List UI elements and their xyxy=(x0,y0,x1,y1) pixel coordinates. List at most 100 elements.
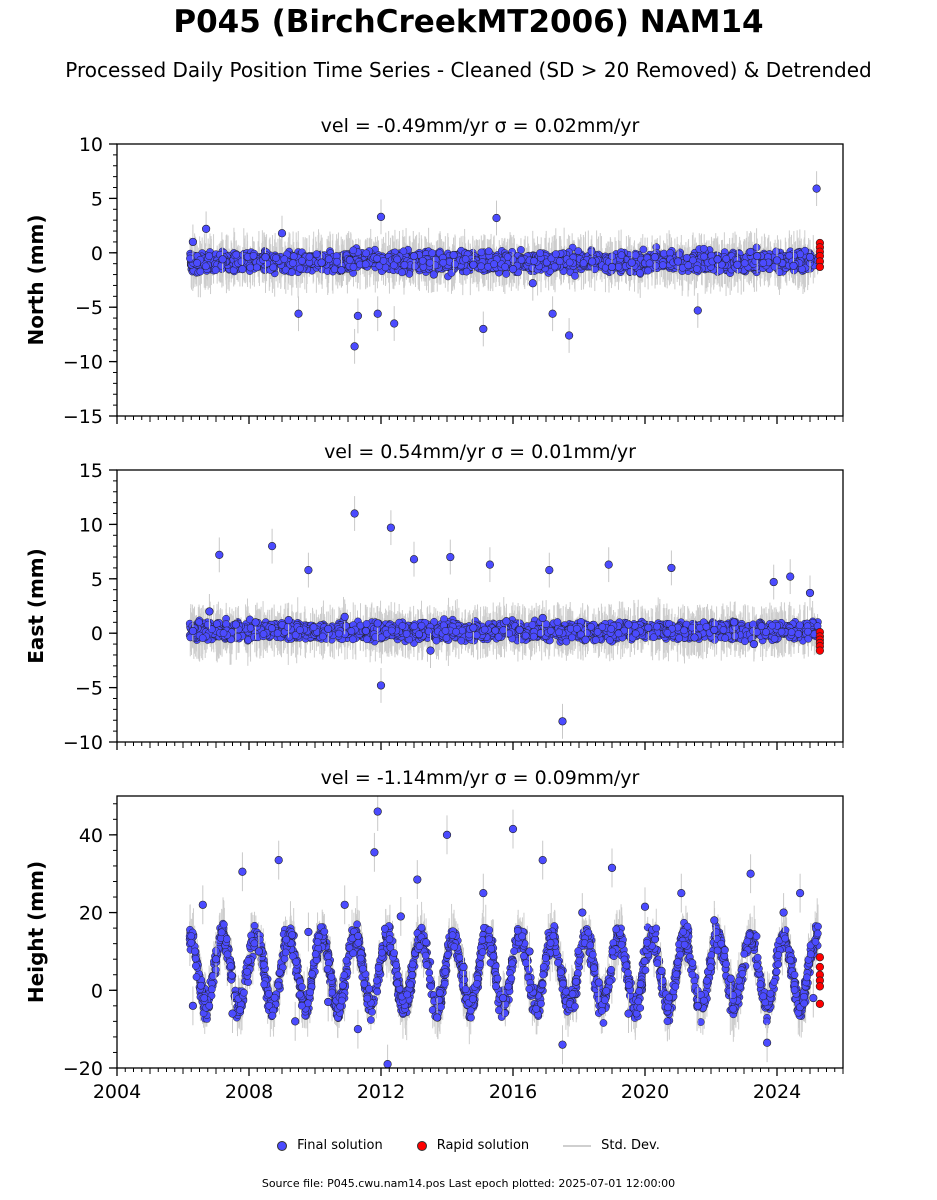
legend: Final solution Rapid solution Std. Dev. xyxy=(0,1138,937,1153)
final-solution-point xyxy=(657,966,666,975)
final-solution-point xyxy=(733,260,742,269)
final-solution-point xyxy=(545,565,554,575)
x-tick-label: 2020 xyxy=(621,1081,669,1103)
final-solution-point xyxy=(238,265,247,274)
final-solution-point xyxy=(469,623,478,632)
final-solution-marker-icon xyxy=(277,1140,288,1151)
final-solution-point xyxy=(373,619,382,628)
final-solution-point xyxy=(578,908,587,917)
final-solution-point xyxy=(370,848,379,857)
y-tick-label: −15 xyxy=(63,406,103,428)
final-solution-point xyxy=(238,867,247,876)
plot-area-1 xyxy=(186,171,825,364)
panel-title: vel = 0.54mm/yr σ = 0.01mm/yr xyxy=(324,441,636,463)
final-solution-point xyxy=(231,620,240,629)
final-solution-point xyxy=(383,1060,392,1068)
final-solution-point xyxy=(324,997,333,1007)
y-ticks xyxy=(109,803,117,1069)
final-solution-point xyxy=(376,212,386,221)
y-tick-label: −10 xyxy=(63,732,103,754)
final-solution-point xyxy=(188,626,197,636)
final-solution-point xyxy=(350,509,359,518)
final-solution-point xyxy=(376,681,386,690)
final-solution-point xyxy=(429,270,438,279)
final-solution-point xyxy=(604,560,613,569)
final-solution-point xyxy=(779,908,788,917)
x-tick-label: 2004 xyxy=(93,1081,141,1103)
final-solution-point xyxy=(188,1001,197,1010)
final-solution-point xyxy=(188,237,197,247)
final-solution-point xyxy=(442,830,452,839)
final-solution-point xyxy=(525,947,534,956)
final-solution-point xyxy=(485,560,495,569)
final-solution-point xyxy=(624,620,633,629)
std-dev-line-icon xyxy=(563,1144,592,1147)
data-cloud xyxy=(186,227,822,298)
final-solution-point xyxy=(350,342,359,351)
final-solution-point xyxy=(304,927,313,937)
final-solution-point xyxy=(588,257,597,266)
final-solution-point xyxy=(211,955,221,964)
rapid-solution-point xyxy=(815,982,825,991)
panel-title: vel = -0.49mm/yr σ = 0.02mm/yr xyxy=(321,115,640,137)
final-solution-point xyxy=(284,616,293,625)
final-solution-point xyxy=(277,229,287,238)
final-solution-point xyxy=(528,279,537,288)
final-solution-point xyxy=(228,1009,237,1018)
final-solution-point xyxy=(353,311,363,321)
final-solution-point xyxy=(274,856,283,865)
panel-1: 10 5 0 −5 −10 −15 vel = -0.49mm/yr σ = 0.02mm/… xyxy=(24,115,844,428)
rapid-solution-point xyxy=(815,962,825,972)
data-cloud xyxy=(185,895,822,1045)
final-solution-point xyxy=(291,1017,300,1026)
final-solution-point xyxy=(337,266,346,275)
final-solution-point xyxy=(548,309,557,318)
x-ticks xyxy=(116,742,844,750)
final-solution-point xyxy=(508,824,518,834)
y-tick-label: −20 xyxy=(63,1058,103,1080)
final-solution-point xyxy=(317,258,326,267)
final-solution-point xyxy=(538,613,547,623)
final-solution-point xyxy=(710,916,719,925)
final-solution-point xyxy=(499,993,508,1003)
x-tick-label: 2024 xyxy=(753,1081,801,1103)
final-solution-point xyxy=(746,869,755,878)
final-solution-cloud xyxy=(186,243,822,281)
final-solution-point xyxy=(304,565,313,575)
final-solution-point xyxy=(413,875,422,884)
final-solution-point xyxy=(581,635,590,644)
final-solution-point xyxy=(812,184,821,193)
rapid-solution-point xyxy=(815,999,825,1008)
final-solution-point xyxy=(386,523,396,532)
legend-rapid-label: Rapid solution xyxy=(436,1138,530,1153)
final-solution-point xyxy=(538,856,547,865)
y-tick-label: 0 xyxy=(91,623,103,645)
final-solution-point xyxy=(449,250,458,260)
final-solution-point xyxy=(515,625,524,635)
final-solution-point xyxy=(809,993,818,1003)
y-ticks xyxy=(109,143,117,417)
y-axis-label: North (mm) xyxy=(24,214,48,345)
y-tick-label: 40 xyxy=(79,825,103,847)
legend-rapid: Rapid solution xyxy=(416,1138,530,1153)
y-axis-label: Height (mm) xyxy=(24,861,48,1003)
final-solution-point xyxy=(644,623,653,632)
final-solution-point xyxy=(805,588,815,598)
y-tick-label: 10 xyxy=(79,134,103,156)
y-tick-label: 15 xyxy=(79,460,103,482)
final-solution-point xyxy=(762,1038,772,1047)
final-solution-point xyxy=(373,807,382,816)
final-solution-point xyxy=(607,863,617,872)
final-solution-point xyxy=(640,902,650,911)
legend-std-label: Std. Dev. xyxy=(601,1138,660,1153)
final-solution-point xyxy=(469,260,478,269)
panel-3: 2004 2008 2012 2016 2020 2024 40 20 0 −20 vel = -1… xyxy=(24,767,844,1103)
y-tick-label: 10 xyxy=(79,514,103,536)
final-solution-point xyxy=(446,552,455,562)
final-solution-point xyxy=(753,251,762,261)
x-tick-label: 2008 xyxy=(225,1081,273,1103)
final-solution-point xyxy=(627,258,636,267)
legend-final: Final solution xyxy=(277,1138,383,1153)
final-solution-cloud xyxy=(185,918,822,1027)
